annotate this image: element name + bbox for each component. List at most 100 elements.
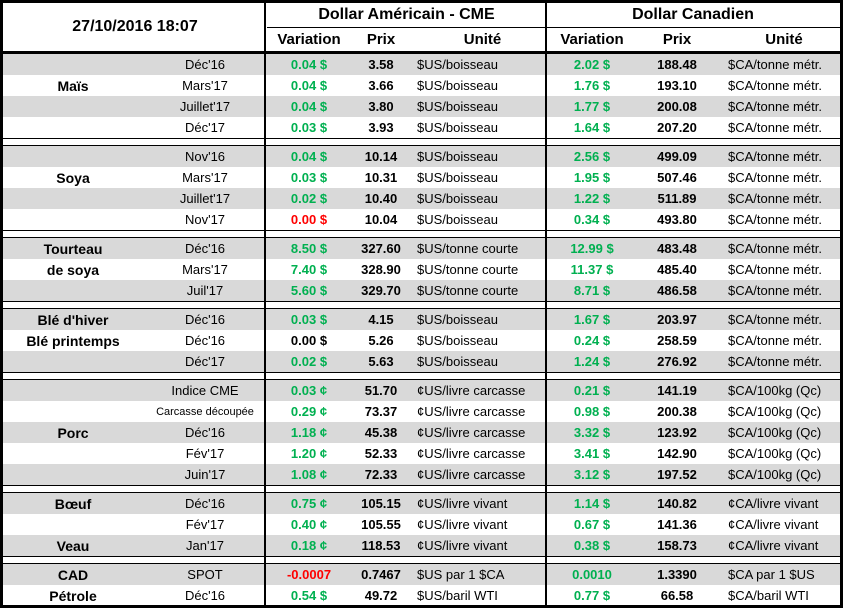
contract-month: Mars'17 [182,78,228,93]
us-variation: 1.20 ¢ [290,446,328,461]
us-price: 3.93 [368,120,394,135]
table-body: Déc'16 0.04 $ 3.58 $US/boisseau 2.02 $ 1… [3,53,840,605]
us-variation: -0.0007 [286,567,332,582]
ca-price: 485.40 [657,262,697,277]
ca-unit: $CA/tonne métr. [728,120,822,135]
us-unit: ¢US/livre vivant [417,517,508,532]
commodity-name [3,54,143,75]
ca-price: 207.20 [657,120,697,135]
contract-month: Déc'16 [184,333,226,348]
us-unit: $US/tonne courte [417,241,519,256]
us-price-header: Prix [366,30,396,48]
ca-variation: 0.21 $ [573,383,611,398]
commodity-name [3,351,143,372]
us-unit: $US/boisseau [417,57,498,72]
commodity-section: Nov'16 0.04 $ 10.14 $US/boisseau 2.56 $ … [3,145,840,231]
commodity-section: CAD SPOT -0.0007 0.7467 $US par 1 $CA 0.… [3,563,840,605]
ca-unit: $CA/tonne métr. [728,312,822,327]
us-unit: ¢US/livre vivant [417,496,508,511]
us-price: 3.66 [368,78,394,93]
us-unit: $US/boisseau [417,212,498,227]
ca-unit: $CA/100kg (Qc) [728,467,822,482]
table-header: 27/10/2016 18:07 Dollar Américain - CME … [3,3,840,53]
commodity-name [3,380,143,401]
column-divider [264,3,266,605]
ca-price: 203.97 [657,312,697,327]
us-variation: 8.50 $ [290,241,328,256]
commodity-name [3,209,143,230]
contract-month: Nov'17 [184,212,226,227]
currency-title-row: Dollar Américain - CME Dollar Canadien [267,3,840,28]
ca-variation: 1.95 $ [573,170,611,185]
contract-month: Déc'16 [184,312,226,327]
cad-section-title: Dollar Canadien [632,5,754,23]
table-row: Déc'17 0.02 $ 5.63 $US/boisseau 1.24 $ 2… [3,351,840,372]
ca-price: 123.92 [657,425,697,440]
contract-month: Mars'17 [182,170,228,185]
column-header-row: Variation Prix Unité Variation Prix Unit… [267,28,840,52]
ca-unit: $CA/tonne métr. [728,283,822,298]
ca-variation: 0.77 $ [573,588,611,603]
contract-month: Nov'16 [184,149,226,164]
table-row: Juin'17 1.08 ¢ 72.33 ¢US/livre carcasse … [3,464,840,485]
us-variation: 0.75 ¢ [290,496,328,511]
commodity-name: Porc [57,424,89,441]
us-price: 51.70 [364,383,398,398]
ca-variation: 0.0010 [572,567,612,582]
commodity-section: Tourteau Déc'16 8.50 $ 327.60 $US/tonne … [3,237,840,302]
us-unit: $US/boisseau [417,312,498,327]
commodity-section: Indice CME 0.03 ¢ 51.70 ¢US/livre carcas… [3,379,840,486]
ca-unit: $CA/tonne métr. [728,170,822,185]
ca-price: 141.36 [657,517,697,532]
us-unit: $US/tonne courte [417,283,519,298]
table-row: Veau Jan'17 0.18 ¢ 118.53 ¢US/livre viva… [3,535,840,556]
contract-month: Déc'16 [184,496,226,511]
us-unit-header: Unité [463,30,502,48]
contract-month: Juil'17 [186,283,224,298]
us-price: 52.33 [364,446,398,461]
ca-variation: 0.38 $ [573,538,611,553]
us-unit: $US/baril WTI [417,588,498,603]
us-unit: $US/boisseau [417,191,498,206]
ca-variation: 1.64 $ [573,120,611,135]
ca-unit: $CA/tonne métr. [728,241,822,256]
ca-variation: 1.22 $ [573,191,611,206]
ca-price: 200.08 [657,99,697,114]
ca-unit: $CA/tonne métr. [728,78,822,93]
ca-unit: $CA/tonne métr. [728,212,822,227]
contract-month: Déc'16 [184,57,226,72]
us-variation: 1.08 ¢ [290,467,328,482]
ca-unit: $CA/tonne métr. [728,262,822,277]
commodity-section: Bœuf Déc'16 0.75 ¢ 105.15 ¢US/livre viva… [3,492,840,557]
ca-variation: 0.98 $ [573,404,611,419]
us-variation: 1.18 ¢ [290,425,328,440]
us-variation: 5.60 $ [290,283,328,298]
table-row: Porc Déc'16 1.18 ¢ 45.38 ¢US/livre carca… [3,422,840,443]
us-variation: 0.02 $ [290,354,328,369]
contract-month: Juin'17 [184,467,226,482]
commodity-name [3,96,143,117]
ca-price: 258.59 [657,333,697,348]
us-price: 10.40 [364,191,398,206]
ca-unit: $CA/tonne métr. [728,354,822,369]
timestamp: 27/10/2016 18:07 [72,18,198,35]
ca-unit: $CA/tonne métr. [728,333,822,348]
commodity-name: Blé d'hiver [37,311,109,328]
ca-variation: 2.56 $ [573,149,611,164]
us-unit: ¢US/livre carcasse [417,446,526,461]
contract-month: Mars'17 [182,262,228,277]
contract-month: Juillet'17 [179,191,231,206]
us-variation: 0.29 ¢ [290,404,328,419]
us-variation: 0.40 ¢ [290,517,328,532]
table-row: Blé printemps Déc'16 0.00 $ 5.26 $US/boi… [3,330,840,351]
us-variation: 0.03 $ [290,170,328,185]
ca-unit: $CA/100kg (Qc) [728,446,822,461]
contract-month: Fév'17 [185,446,225,461]
us-variation-header: Variation [277,30,341,48]
us-unit: $US/boisseau [417,120,498,135]
column-divider [545,3,547,605]
table-row: CAD SPOT -0.0007 0.7467 $US par 1 $CA 0.… [3,564,840,585]
ca-price: 188.48 [657,57,697,72]
ca-variation: 1.24 $ [573,354,611,369]
table-row: Tourteau Déc'16 8.50 $ 327.60 $US/tonne … [3,238,840,259]
